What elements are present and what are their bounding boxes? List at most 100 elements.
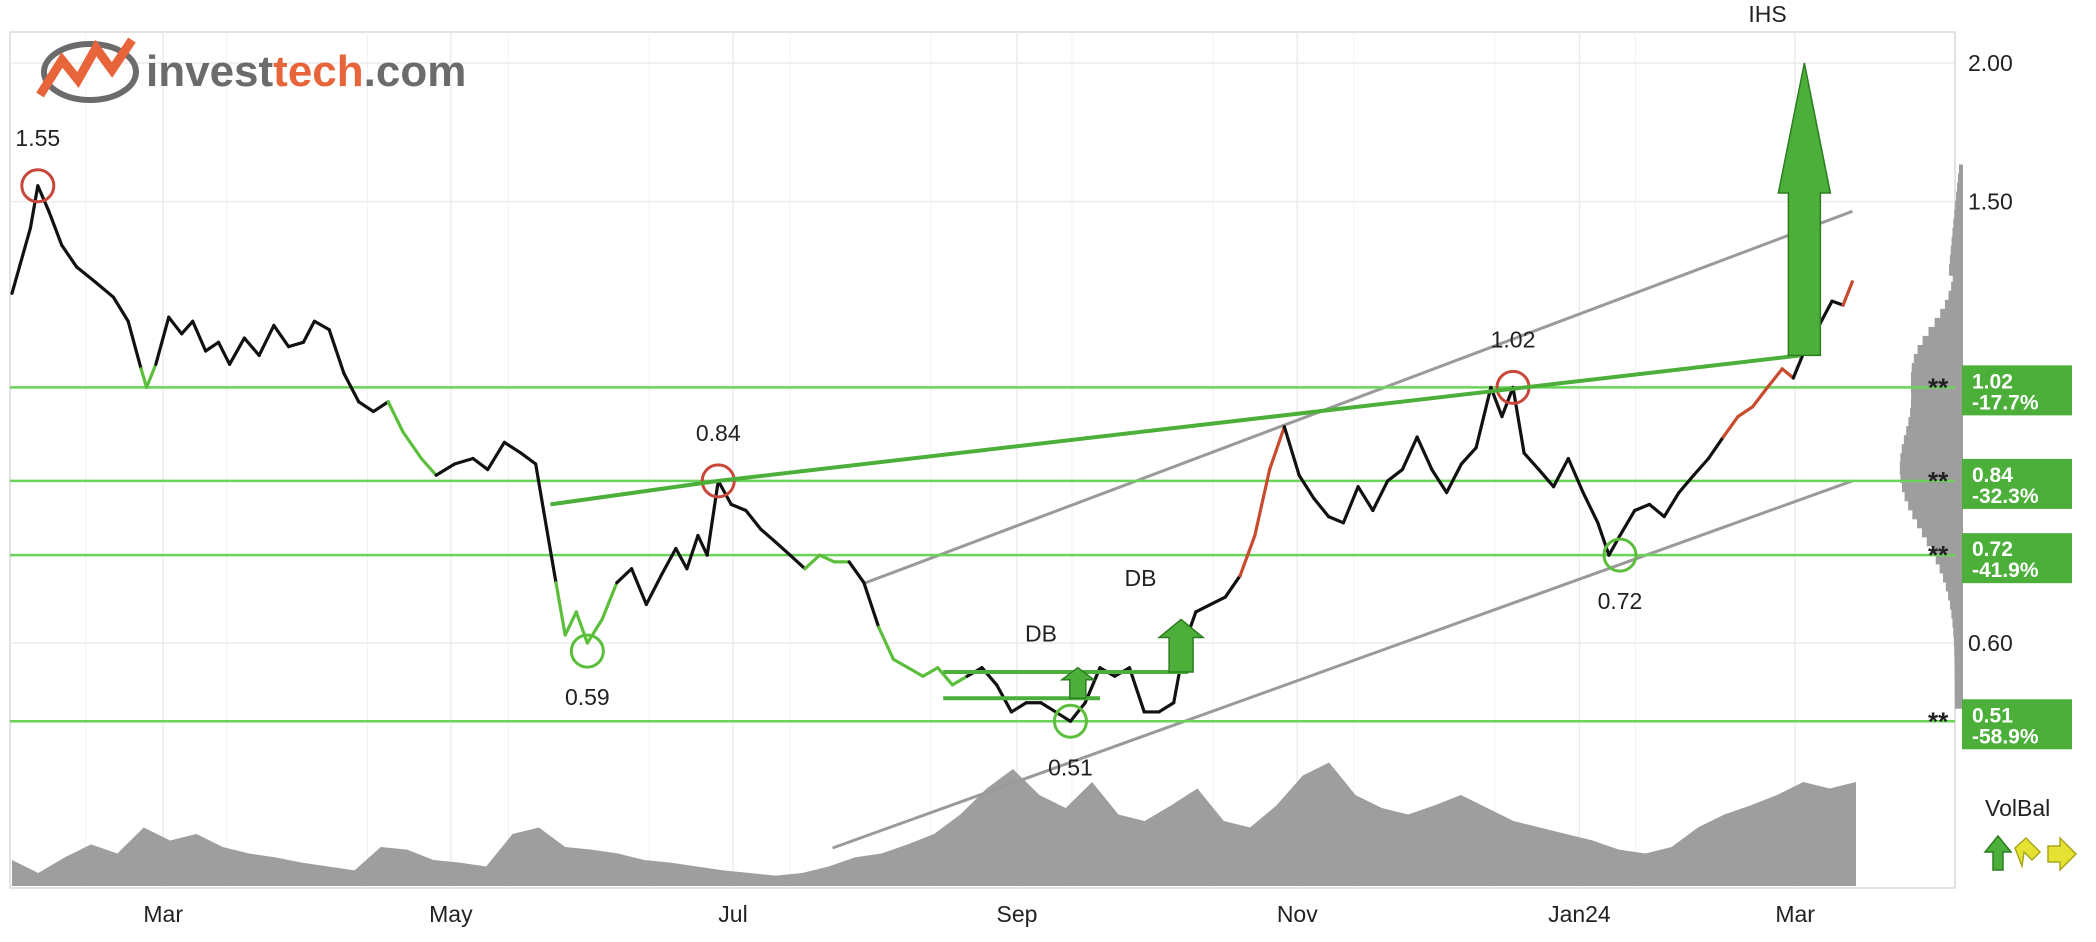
price-segment-111 — [1551, 456, 1570, 489]
price-segment-11 — [145, 362, 158, 389]
histogram-bar-10 — [1951, 606, 1963, 619]
x-tick-label-3: Sep — [997, 901, 1038, 927]
extreme-label-1: 0.84 — [696, 420, 741, 446]
pattern-neckline-1 — [550, 478, 719, 507]
pattern-label-1: DB — [1125, 565, 1157, 591]
histogram-bar-44 — [1944, 299, 1963, 312]
histogram-bar-31 — [1908, 417, 1963, 430]
price-segment-45 — [615, 567, 634, 585]
histogram-bar-6 — [1954, 642, 1963, 655]
level-tag-value-3: 0.51 — [1972, 704, 2013, 727]
price-segment-92 — [1282, 425, 1301, 477]
price-segment-94 — [1312, 496, 1331, 519]
level-star-0: ** — [1928, 372, 1949, 402]
price-segment-2 — [28, 184, 40, 230]
histogram-bar-42 — [1934, 317, 1963, 330]
logo[interactable]: investtech.com — [36, 37, 466, 103]
histogram-bar-30 — [1906, 426, 1963, 439]
pattern-label-0: DB — [1025, 621, 1057, 647]
price-segment-22 — [287, 340, 305, 349]
price-segment-90 — [1253, 467, 1272, 538]
histogram-bar-50 — [1950, 245, 1963, 258]
extreme-label-2: 0.59 — [565, 684, 610, 710]
price-segment-97 — [1356, 485, 1375, 513]
trend-upper-line — [865, 209, 1853, 585]
price-segment-117 — [1633, 502, 1652, 513]
level-tag-change-0: -17.7% — [1972, 391, 2039, 414]
y-axis: 2.00 1.50 0.60 — [1968, 50, 2013, 656]
price-segment-68 — [936, 666, 955, 687]
price-segment-98 — [1371, 479, 1390, 513]
histogram-bar-56 — [1956, 191, 1963, 204]
price-segment-3 — [36, 184, 51, 213]
price-segment-104 — [1459, 446, 1478, 466]
histogram-bar-51 — [1951, 236, 1963, 249]
histogram-bar-33 — [1910, 399, 1963, 412]
price-segment-41 — [563, 610, 578, 637]
extreme-label-3: 0.51 — [1048, 754, 1093, 780]
histogram-bar-11 — [1949, 597, 1963, 610]
price-segment-81 — [1127, 666, 1146, 714]
price-segment-130 — [1817, 299, 1834, 328]
histogram-bar-20 — [1917, 516, 1963, 529]
price-segment-26 — [342, 371, 361, 404]
price-segment-27 — [357, 400, 376, 414]
price-segment-101 — [1415, 435, 1434, 472]
db-arrow-1-icon — [1059, 666, 1097, 699]
histogram-bar-12 — [1948, 588, 1963, 601]
price-segment-109 — [1522, 451, 1541, 472]
price-segment-63 — [862, 581, 881, 629]
price-segment-121 — [1692, 456, 1711, 477]
level-tag-value-2: 0.72 — [1972, 538, 2013, 561]
price-segment-14 — [180, 319, 195, 336]
volbal-up-arrow-icon — [1983, 834, 2013, 871]
price-segment-116 — [1618, 508, 1637, 538]
price-segment-5 — [60, 243, 79, 269]
logo-text: investtech.com — [146, 47, 466, 96]
x-axis: Mar May Jul Sep Nov Jan24 Mar — [143, 901, 1815, 927]
price-segment-13 — [167, 315, 184, 336]
price-segment-30 — [401, 430, 423, 461]
price-segment-87 — [1208, 595, 1227, 607]
price-segment-17 — [216, 340, 232, 366]
price-segment-67 — [921, 666, 940, 678]
level-tag-change-3: -58.9% — [1972, 725, 2039, 748]
logo-icon — [36, 37, 139, 103]
level-tag-1 — [1962, 458, 2072, 509]
x-tick-label-0: Mar — [143, 901, 183, 927]
histogram-bar-4 — [1954, 660, 1963, 673]
x-tick-label-5: Jan24 — [1548, 901, 1611, 927]
histogram-bar-3 — [1954, 669, 1963, 682]
histogram-bar-59 — [1959, 164, 1963, 177]
price-segment-105 — [1474, 385, 1493, 450]
price-segment-126 — [1765, 367, 1784, 389]
histogram-bar-57 — [1957, 182, 1963, 195]
price-segment-96 — [1341, 485, 1360, 525]
price-segment-47 — [644, 574, 663, 607]
ihs-neckline — [718, 353, 1801, 483]
histogram-bar-48 — [1949, 263, 1963, 276]
histogram-bar-43 — [1940, 308, 1963, 321]
price-segment-15 — [191, 319, 208, 353]
price-segment-60 — [818, 553, 837, 564]
histogram-bar-58 — [1958, 173, 1963, 186]
support-resistance-lines — [10, 386, 1955, 723]
price-segment-23 — [301, 319, 317, 344]
price-segment-86 — [1194, 602, 1213, 614]
price-segment-119 — [1662, 490, 1681, 519]
volbal-neutral-arrow-icon — [2014, 836, 2042, 869]
x-tick-label-2: Jul — [718, 901, 747, 927]
histogram-bar-41 — [1928, 326, 1963, 339]
price-segment-48 — [659, 546, 678, 578]
price-segment-83 — [1157, 701, 1176, 714]
x-tick-label-1: May — [429, 901, 473, 927]
price-segment-33 — [452, 456, 475, 466]
histogram-bar-53 — [1953, 218, 1963, 231]
level-star-3: ** — [1928, 706, 1949, 736]
price-segment-54 — [729, 502, 748, 513]
price-segment-50 — [685, 533, 700, 571]
price-segment-7 — [93, 280, 116, 299]
price-segment-110 — [1537, 467, 1556, 489]
extreme-label-0: 1.55 — [15, 125, 60, 151]
